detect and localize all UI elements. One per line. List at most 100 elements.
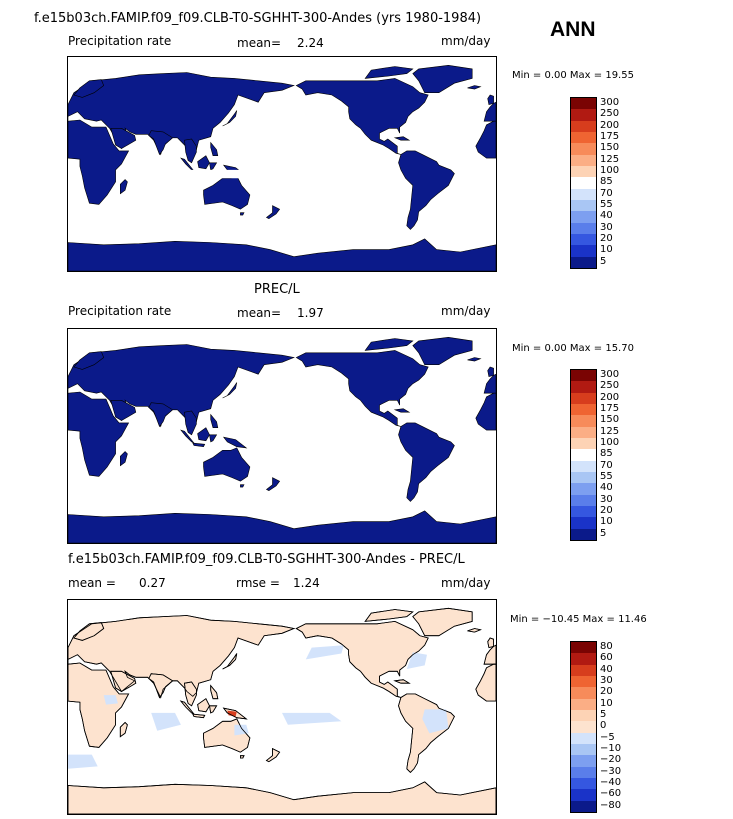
- land-region: [184, 138, 197, 164]
- units-label: mm/day: [441, 576, 491, 590]
- colorbar-swatch: [571, 789, 596, 801]
- colorbar-swatch: [571, 642, 596, 654]
- land-region: [197, 155, 210, 170]
- colorbar-swatch: [571, 483, 596, 495]
- land-region: [68, 510, 496, 543]
- negative-anomaly: [151, 712, 181, 731]
- colorbar-tick-label: 250: [600, 380, 620, 392]
- colorbar-tick-label: 70: [600, 459, 613, 471]
- colorbar-swatch: [571, 744, 596, 756]
- land-region: [240, 484, 245, 488]
- colorbar-tick-label: 10: [600, 697, 613, 709]
- colorbar-swatch: [571, 698, 596, 710]
- land-region: [398, 422, 455, 502]
- coastline: [295, 620, 429, 698]
- colorbar-swatch: [571, 710, 596, 722]
- colorbar-tick-label: 40: [600, 482, 613, 494]
- coastline: [203, 718, 251, 753]
- colorbar-swatch: [571, 381, 596, 393]
- negative-anomaly: [305, 645, 344, 660]
- panel-heading: f.e15b03ch.FAMIP.f09_f09.CLB-T0-SGHHT-30…: [68, 552, 465, 567]
- mean-value: 2.24: [297, 36, 324, 50]
- colorbar-tick-label: 100: [600, 165, 620, 176]
- colorbar-tick-label: 100: [600, 437, 620, 448]
- land-region: [148, 130, 174, 156]
- colorbar-tick-label: −40: [600, 777, 622, 788]
- coastline: [209, 705, 218, 714]
- colorbar-tick-label: 300: [600, 97, 620, 108]
- colorbar-swatch: [571, 200, 596, 212]
- colorbar-swatch: [571, 166, 596, 178]
- mean-value: 1.97: [297, 306, 324, 320]
- map-canvas: [68, 329, 496, 543]
- colorbar-tick-label: 40: [600, 210, 613, 222]
- land-region: [240, 212, 245, 216]
- colorbar-tick-label: −30: [600, 765, 622, 777]
- colorbar-tick-label: −5: [600, 731, 615, 743]
- coastline: [475, 663, 496, 702]
- coastline: [222, 707, 248, 720]
- coastline: [398, 693, 455, 773]
- colorbar-swatch: [571, 132, 596, 144]
- coastline: [239, 755, 245, 759]
- land-region: [210, 141, 219, 156]
- colorbar-tick-label: −10: [600, 743, 622, 754]
- colorbar-tick-label: 40: [600, 663, 613, 675]
- colorbar-tick-label: 5: [600, 527, 607, 539]
- colorbar-tick-label: 175: [600, 403, 620, 414]
- positive-anomaly: [227, 710, 237, 717]
- land-region: [197, 427, 210, 442]
- coastline: [148, 673, 174, 699]
- colorbar-swatch: [571, 415, 596, 427]
- land-region: [203, 447, 251, 482]
- colorbar-swatch: [571, 494, 596, 506]
- colorbar-tick-label: −20: [600, 754, 622, 766]
- colorbar: 80 60 40 30 20 10 5 0 −5 −10 −20 −30 −40 −60 −80: [570, 641, 621, 813]
- colorbar-swatch: [571, 449, 596, 461]
- land-region: [475, 392, 496, 431]
- colorbar-swatch: [571, 676, 596, 688]
- colorbar-tick-label: 10: [600, 244, 613, 256]
- coastline: [110, 670, 137, 692]
- colorbar-tick-label: 150: [600, 414, 620, 426]
- land-region: [209, 434, 218, 443]
- colorbar-tick-label: 125: [600, 153, 620, 165]
- coastline: [197, 698, 210, 713]
- negative-anomaly: [406, 652, 427, 669]
- mean-value: 0.27: [139, 576, 166, 590]
- mean-label: mean=: [237, 306, 282, 320]
- colorbar-tick-label: 200: [600, 391, 620, 403]
- coastline: [364, 609, 414, 622]
- land-region: [68, 238, 496, 271]
- colorbar-swatch: [571, 154, 596, 166]
- colorbar-tick-label: 30: [600, 675, 613, 686]
- coastline: [487, 637, 495, 649]
- land-region: [265, 477, 281, 492]
- minmax-label: Min = 0.00 Max = 15.70: [512, 343, 634, 354]
- colorbar: 300 250 200 175 150 125 100 85 70 55 40 30 20 10 5: [570, 369, 619, 541]
- negative-anomaly: [68, 754, 98, 769]
- colorbar-swatch: [571, 721, 596, 733]
- coastline: [412, 607, 473, 637]
- land-region: [148, 402, 174, 428]
- colorbar-tick-label: 175: [600, 131, 620, 142]
- colorbar-tick-label: 125: [600, 425, 620, 437]
- colorbar: 300 250 200 175 150 125 100 85 70 55 40 30 20 10 5: [570, 97, 619, 269]
- land-region: [222, 436, 248, 449]
- land-region: [393, 136, 411, 141]
- precip-map: [67, 328, 497, 544]
- precip-map: [67, 56, 497, 272]
- colorbar-swatch: [571, 653, 596, 665]
- minmax-label: Min = −10.45 Max = 11.46: [510, 614, 647, 625]
- colorbar-swatch: [571, 664, 596, 676]
- colorbar-tick-label: 20: [600, 233, 613, 244]
- land-region: [398, 150, 455, 230]
- minmax-label: Min = 0.00 Max = 19.55: [512, 70, 634, 81]
- colorbar-tick-label: 5: [600, 709, 607, 720]
- ocean-band: [246, 154, 342, 160]
- colorbar-tick-label: 85: [600, 448, 613, 460]
- colorbar-swatch: [571, 188, 596, 200]
- coastline: [73, 622, 105, 641]
- land-region: [487, 366, 494, 377]
- colorbar-swatch: [571, 120, 596, 132]
